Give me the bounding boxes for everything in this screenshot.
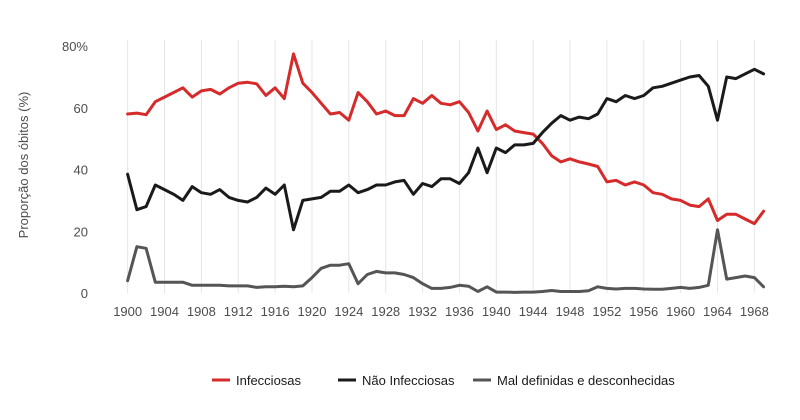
x-tick-label: 1948 bbox=[556, 304, 585, 319]
x-tick-label: 1940 bbox=[482, 304, 511, 319]
series-line bbox=[126, 67, 766, 232]
series-line bbox=[126, 52, 766, 226]
legend-label: Não Infecciosas bbox=[362, 373, 455, 388]
x-tick-label: 1928 bbox=[371, 304, 400, 319]
x-tick-label: 1956 bbox=[629, 304, 658, 319]
y-tick-label: 60 bbox=[74, 101, 88, 116]
y-axis-title: Proporção dos óbitos (%) bbox=[16, 92, 31, 239]
x-tick-label: 1924 bbox=[334, 304, 363, 319]
x-tick-label: 1904 bbox=[150, 304, 179, 319]
y-axis-ticks: 0 20 40 60 80% bbox=[62, 39, 88, 301]
legend-label: Mal definidas e desconhecidas bbox=[497, 373, 675, 388]
x-tick-label: 1944 bbox=[519, 304, 548, 319]
x-tick-label: 1936 bbox=[445, 304, 474, 319]
series-line bbox=[126, 228, 766, 294]
x-tick-label: 1900 bbox=[113, 304, 142, 319]
x-tick-label: 1912 bbox=[224, 304, 253, 319]
x-tick-label: 1916 bbox=[261, 304, 290, 319]
x-tick-label: 1952 bbox=[592, 304, 621, 319]
legend: Infecciosas Não Infecciosas Mal definidas … bbox=[212, 373, 675, 388]
x-tick-label: 1968 bbox=[740, 304, 769, 319]
series-lines bbox=[126, 52, 766, 294]
y-tick-label: 40 bbox=[74, 163, 88, 178]
x-tick-label: 1960 bbox=[666, 304, 695, 319]
y-tick-label: 20 bbox=[74, 224, 88, 239]
x-tick-label: 1964 bbox=[703, 304, 732, 319]
x-axis-ticks: 1900 1904 1908 1912 1916 1920 1924 1928 1932 1936… bbox=[113, 304, 769, 319]
gridlines bbox=[127, 40, 755, 293]
y-tick-label: 80% bbox=[62, 39, 88, 54]
x-tick-label: 1932 bbox=[408, 304, 437, 319]
y-tick-label: 0 bbox=[81, 286, 88, 301]
x-tick-label: 1908 bbox=[187, 304, 216, 319]
legend-label: Infecciosas bbox=[236, 373, 302, 388]
x-tick-label: 1920 bbox=[298, 304, 327, 319]
